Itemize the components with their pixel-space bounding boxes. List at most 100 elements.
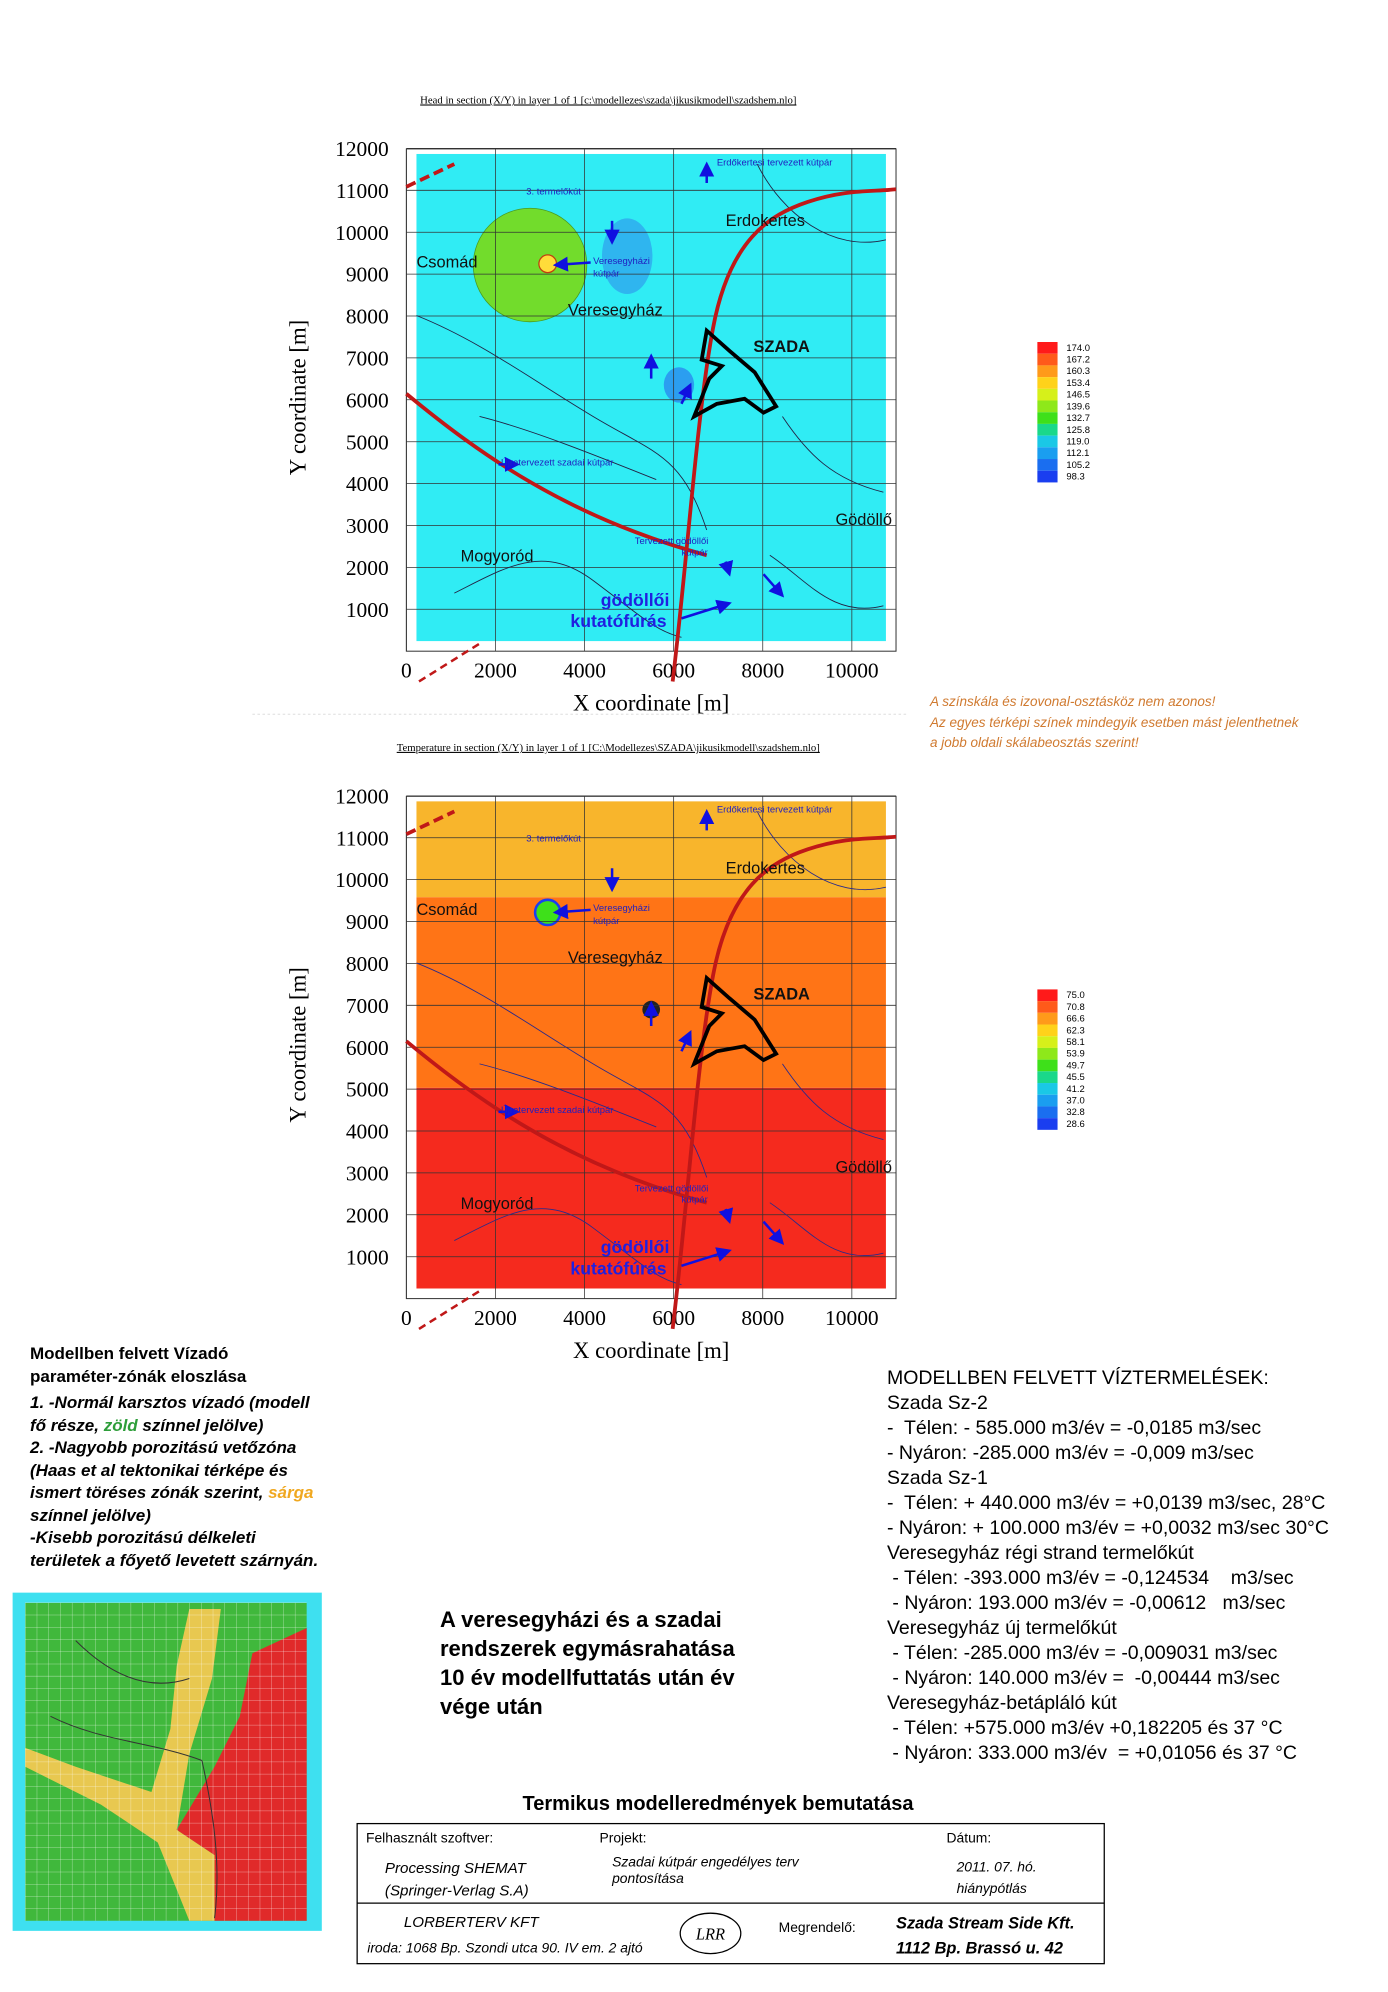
- place-label: Gödöllő: [835, 511, 892, 529]
- zone-color-word: zöld: [103, 1415, 138, 1435]
- field: [416, 153, 886, 642]
- road: [670, 187, 897, 682]
- place-label: SZADA: [753, 338, 810, 356]
- scale-label: 32.8: [1066, 1107, 1084, 1118]
- production-line: - Télen: +575.000 m3/év +0,182205 és 37 …: [887, 1717, 1283, 1739]
- y-tick-label: 1000: [346, 1245, 389, 1269]
- scale-swatch: [1037, 447, 1058, 460]
- scale-label: 75.0: [1066, 990, 1084, 1001]
- map-title: Temperature in section (X/Y) in layer 1 …: [397, 742, 820, 754]
- zone-text: -Kisebb porozitású délkeleti területek a…: [30, 1528, 319, 1570]
- y-tick-label: 11000: [336, 826, 389, 850]
- place-label: 3. termelőkút: [526, 186, 581, 197]
- place-label: Gödöllő: [835, 1158, 892, 1176]
- place-label: Veresegyház: [568, 949, 663, 967]
- scale-swatch: [1037, 1059, 1058, 1072]
- production-line: - Télen: - 585.000 m3/év = -0,0185 m3/se…: [887, 1417, 1262, 1439]
- contour-line: [416, 962, 708, 1178]
- x-tick-label: 2000: [474, 659, 517, 683]
- scale-label: 153.4: [1066, 378, 1090, 389]
- production-line: - Nyáron: 333.000 m3/év = +0,01056 és 37…: [887, 1742, 1297, 1764]
- road: [405, 392, 708, 558]
- production-list: MODELLBEN FELVETT VÍZTERMELÉSEK: Szada Sz…: [887, 1366, 1388, 1766]
- place-label: gödöllői: [601, 1237, 670, 1257]
- y-tick-label: 10000: [335, 221, 389, 245]
- road: [670, 834, 897, 1330]
- title-block-text: Szadai kútpár engedélyes terv: [612, 1853, 800, 1869]
- x-tick-label: 10000: [825, 659, 879, 683]
- place-label: Mogyoród: [461, 1195, 534, 1213]
- contour-line: [756, 163, 887, 243]
- road: [405, 162, 456, 189]
- zone-text: színnel jelölve): [30, 1505, 151, 1525]
- y-tick-label: 2000: [346, 556, 389, 580]
- scale-swatch: [1037, 365, 1058, 378]
- zone-color-word: sárga: [268, 1483, 314, 1502]
- production-line: - Télen: + 440.000 m3/év = +0,0139 m3/se…: [887, 1492, 1326, 1514]
- place-label: Erdőkertesi tervezett kútpár: [717, 157, 833, 168]
- scale-label: 49.7: [1066, 1060, 1084, 1071]
- production-line: Szada Sz-2: [887, 1392, 988, 1414]
- y-tick-label: 7000: [346, 994, 389, 1018]
- scale-label: 66.6: [1066, 1014, 1084, 1025]
- place-label: Tervezett gödöllői: [635, 536, 709, 547]
- title-block-text: hiánypótlás: [957, 1880, 1027, 1896]
- zone-text: 1. -Normál karsztos vízadó (modell fő ré…: [30, 1393, 310, 1435]
- x-tick-label: 0: [401, 1306, 412, 1330]
- arrow: [552, 903, 591, 920]
- zone-map-yellow: [25, 1609, 221, 1921]
- x-tick-label: 2000: [474, 1306, 517, 1330]
- place-label: kutatófúrás: [570, 611, 666, 631]
- y-tick-label: 8000: [346, 952, 389, 976]
- arrow: [678, 382, 692, 405]
- place-label: Mogyoród: [461, 548, 534, 566]
- place-label: Veresegyházi: [593, 256, 650, 267]
- scale-swatch: [1037, 435, 1058, 448]
- scale-swatch: [1037, 1094, 1058, 1107]
- y-tick-label: 3000: [346, 514, 389, 538]
- y-axis-label: Y coordinate [m]: [285, 967, 310, 1122]
- place-label: Erdokertes: [726, 212, 805, 230]
- y-tick-label: 12000: [335, 137, 389, 161]
- place-label: Újratervezett szadai kútpár: [501, 458, 613, 469]
- field-zone: [538, 254, 558, 274]
- scale-label: 132.7: [1066, 413, 1090, 424]
- production-line: - Télen: -393.000 m3/év = -0,124534 m3/s…: [887, 1567, 1294, 1589]
- scale-label: 70.8: [1066, 1002, 1084, 1013]
- y-tick-label: 4000: [346, 472, 389, 496]
- place-label: kútpár: [681, 547, 707, 558]
- scale-label: 146.5: [1066, 390, 1090, 401]
- color-scale-note: A színskála és izovonal-osztásköz nem az…: [930, 692, 1298, 754]
- arrow: [678, 1030, 692, 1052]
- place-label: Újratervezett szadai kútpár: [501, 1105, 613, 1116]
- map: Head in section (X/Y) in layer 1 of 1 [c…: [285, 94, 1090, 715]
- scale-label: 119.0: [1066, 436, 1089, 447]
- note-line: A színskála és izovonal-osztásköz nem az…: [930, 694, 1216, 709]
- summary-line: vége után: [440, 1694, 543, 1719]
- title-block-text: Dátum:: [947, 1830, 992, 1846]
- contour-line: [782, 416, 884, 493]
- title-block-text: Projekt:: [599, 1830, 646, 1846]
- zone-legend: Modellben felvett Vízadó paraméter-zónák…: [30, 1343, 330, 1572]
- title-block-text: 1112 Bp. Brassó u. 42: [896, 1940, 1063, 1958]
- title-block-text: Szada Stream Side Kft.: [896, 1914, 1075, 1932]
- scale-label: 125.8: [1066, 425, 1090, 436]
- place-label: Veresegyház: [568, 302, 663, 320]
- scale-swatch: [1037, 412, 1058, 424]
- contour-line: [454, 1208, 682, 1286]
- map: Temperature in section (X/Y) in layer 1 …: [285, 742, 1084, 1363]
- scale-swatch: [1037, 1012, 1058, 1025]
- arrow: [762, 573, 785, 598]
- scale-label: 98.3: [1066, 472, 1084, 483]
- title-block-text: pontosítása: [611, 1870, 684, 1886]
- y-tick-label: 9000: [346, 263, 389, 287]
- zone-text: színnel jelölve): [137, 1415, 264, 1435]
- scale-swatch: [1037, 459, 1058, 471]
- place-label: kutatófúrás: [570, 1259, 666, 1279]
- summary: A veresegyházi és a szadai rendszerek eg…: [440, 1605, 735, 1721]
- y-tick-label: 4000: [346, 1120, 389, 1144]
- contour-line: [769, 1202, 884, 1257]
- x-tick-label: 8000: [741, 659, 784, 683]
- title-block-text: Megrendelő:: [779, 1919, 856, 1935]
